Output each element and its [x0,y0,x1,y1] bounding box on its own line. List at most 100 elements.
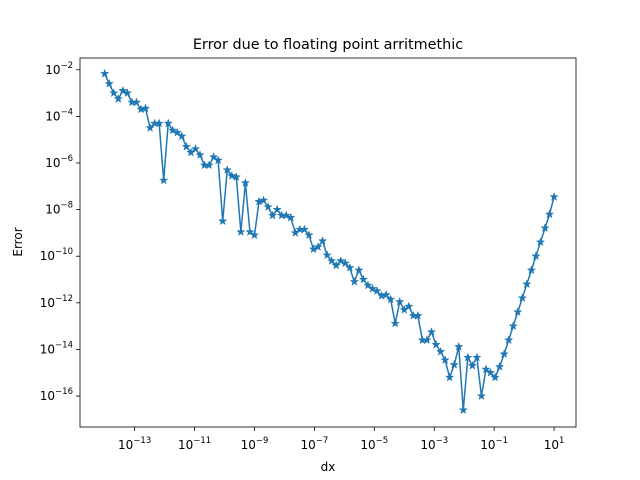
marker [494,361,505,371]
marker [172,127,183,137]
marker [190,143,201,153]
marker [331,260,341,270]
tick-label: 10−8 [45,201,73,217]
tick-label: 10−14 [40,340,73,356]
marker [499,349,509,359]
marker [168,125,178,135]
marker [440,355,450,365]
tick-label: 10−7 [300,436,328,452]
marker [340,258,350,268]
marker [113,93,124,103]
marker [109,88,119,98]
marker [385,294,396,304]
marker [195,150,205,160]
marker [431,339,441,349]
marker [517,293,528,303]
marker [472,352,482,362]
marker [404,301,414,311]
tick-label: 101 [544,436,565,452]
marker [349,276,360,286]
marker [367,283,378,293]
marker [463,352,473,362]
marker [131,97,142,107]
marker [245,226,255,236]
marker [181,141,192,151]
marker [104,78,114,88]
marker [363,280,373,290]
marker [358,274,369,284]
marker [177,131,187,141]
marker [158,175,169,185]
marker [476,391,487,401]
marker [231,172,242,182]
plot-frame [79,57,577,428]
marker [122,88,133,98]
marker [449,359,459,369]
marker [335,255,346,265]
marker [140,103,151,113]
marker [286,212,296,222]
tick-label: 10−5 [360,436,388,452]
marker [467,360,478,370]
marker [490,372,500,382]
tick-label: 10−16 [40,387,73,403]
marker [263,201,273,211]
marker [485,367,496,377]
marker [345,262,355,272]
marker [145,122,155,132]
y-axis-label: Error [11,227,25,256]
tick-label: 10−11 [178,436,211,452]
marker [454,341,464,351]
marker [236,226,246,236]
tick-label: 10−10 [40,247,73,263]
marker [217,216,228,226]
marker [531,251,541,261]
marker [313,241,323,251]
marker [413,310,423,320]
marker [118,85,128,95]
tick-label: 10−6 [45,154,73,170]
marker [354,265,364,275]
tick-label: 10−2 [45,61,73,77]
marker [422,335,432,345]
marker [513,307,523,317]
marker [222,165,232,175]
marker [304,230,314,240]
marker [299,224,310,234]
marker [381,289,391,299]
marker [390,318,400,328]
marker [522,279,532,289]
series-line [103,73,555,411]
x-axis-label: dx [321,460,336,474]
marker [444,372,455,382]
marker [395,296,405,306]
tick-label: 10−12 [40,294,73,310]
marker [204,160,214,170]
tick-label: 10−4 [45,107,73,123]
marker [227,170,237,180]
marker [317,236,328,246]
marker [258,195,269,205]
marker [249,230,260,240]
marker [213,155,223,165]
marker [435,346,446,356]
marker [281,210,291,220]
tick-label: 10−13 [118,436,151,452]
marker [481,364,491,374]
marker [154,118,164,128]
marker [267,210,278,220]
marker [526,265,537,275]
marker [272,204,282,214]
tick-label: 10−1 [480,436,508,452]
tick-label: 10−3 [420,436,448,452]
marker [240,177,251,187]
marker [508,321,518,331]
marker [163,118,173,128]
marker [540,223,550,233]
marker [208,152,219,162]
marker [458,405,468,415]
marker [544,209,555,219]
marker [322,250,332,260]
marker [426,327,437,337]
